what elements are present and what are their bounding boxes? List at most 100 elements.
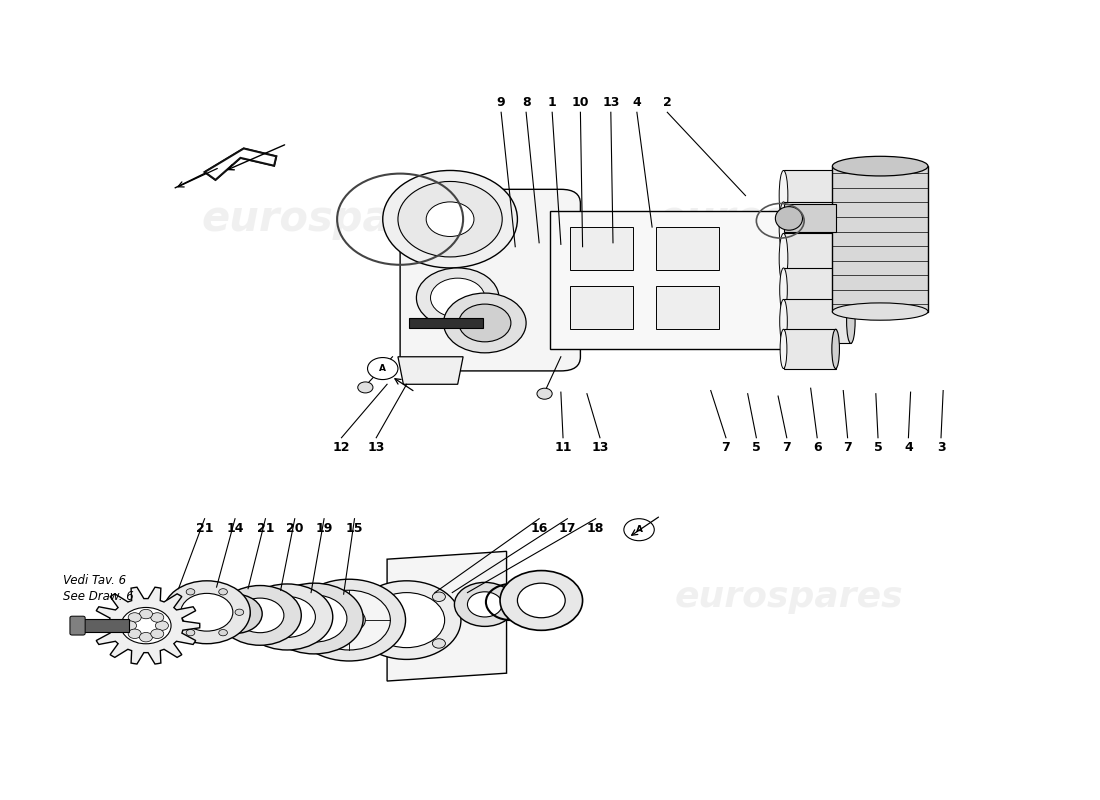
Bar: [783, 170, 840, 221]
Circle shape: [624, 518, 654, 541]
Circle shape: [383, 170, 517, 268]
Ellipse shape: [776, 206, 803, 230]
Text: 5: 5: [752, 441, 761, 454]
Circle shape: [219, 630, 228, 636]
Text: 7: 7: [722, 441, 730, 454]
Circle shape: [443, 293, 526, 353]
Circle shape: [129, 613, 141, 622]
Polygon shape: [205, 149, 276, 180]
Text: 13: 13: [367, 441, 385, 454]
Bar: [783, 234, 857, 284]
Circle shape: [265, 583, 363, 654]
FancyBboxPatch shape: [70, 616, 85, 635]
Circle shape: [258, 597, 316, 638]
Polygon shape: [387, 551, 507, 681]
Circle shape: [220, 603, 250, 625]
Circle shape: [368, 593, 444, 648]
Bar: [783, 202, 849, 252]
Bar: [216, 606, 235, 622]
Circle shape: [180, 594, 233, 631]
Text: eurospares: eurospares: [219, 579, 447, 614]
Circle shape: [459, 304, 510, 342]
Text: 15: 15: [345, 522, 363, 535]
Circle shape: [333, 608, 365, 632]
Bar: [80, 619, 129, 632]
Circle shape: [140, 610, 153, 618]
Text: 17: 17: [559, 522, 576, 535]
Circle shape: [282, 595, 346, 642]
Circle shape: [426, 202, 474, 237]
Text: 6: 6: [813, 441, 822, 454]
Text: 13: 13: [602, 96, 619, 109]
Bar: [783, 268, 844, 312]
Text: 21: 21: [256, 522, 274, 535]
Polygon shape: [398, 357, 463, 384]
Ellipse shape: [832, 330, 839, 369]
Bar: [570, 227, 632, 270]
Ellipse shape: [839, 268, 847, 312]
Circle shape: [367, 358, 398, 379]
Text: 7: 7: [844, 441, 852, 454]
Circle shape: [398, 182, 503, 257]
Polygon shape: [92, 587, 200, 664]
Circle shape: [219, 586, 301, 646]
Circle shape: [242, 584, 333, 650]
Circle shape: [236, 598, 284, 633]
Text: Vedi Tav. 6: Vedi Tav. 6: [64, 574, 126, 587]
Circle shape: [308, 590, 390, 650]
Circle shape: [163, 581, 250, 644]
Circle shape: [151, 629, 164, 638]
Text: A: A: [379, 364, 386, 373]
Circle shape: [430, 278, 485, 318]
Circle shape: [123, 621, 136, 630]
Circle shape: [367, 638, 381, 648]
Text: 2: 2: [663, 96, 672, 109]
Circle shape: [235, 609, 244, 615]
Bar: [783, 204, 836, 232]
Circle shape: [121, 607, 172, 644]
Ellipse shape: [779, 234, 788, 284]
Text: 9: 9: [497, 96, 505, 109]
Circle shape: [140, 633, 153, 642]
Bar: [657, 286, 719, 330]
Text: 16: 16: [530, 522, 548, 535]
Circle shape: [186, 589, 195, 595]
Bar: [833, 166, 928, 311]
Bar: [657, 227, 719, 270]
Text: A: A: [636, 526, 642, 534]
Circle shape: [417, 268, 499, 328]
Bar: [550, 211, 783, 349]
Circle shape: [367, 592, 381, 602]
Ellipse shape: [833, 156, 928, 176]
Circle shape: [186, 630, 195, 636]
Text: 1: 1: [548, 96, 557, 109]
Circle shape: [293, 579, 406, 661]
Text: 7: 7: [782, 441, 791, 454]
Circle shape: [468, 592, 503, 617]
Text: 4: 4: [632, 96, 641, 109]
Ellipse shape: [780, 268, 788, 312]
Text: 19: 19: [316, 522, 333, 535]
Ellipse shape: [852, 234, 862, 284]
Circle shape: [155, 621, 168, 630]
Text: 11: 11: [554, 441, 572, 454]
Ellipse shape: [780, 299, 788, 343]
Text: 10: 10: [572, 96, 590, 109]
Text: 13: 13: [592, 441, 608, 454]
Ellipse shape: [844, 202, 854, 252]
Ellipse shape: [779, 202, 788, 252]
Circle shape: [432, 592, 446, 602]
Text: 8: 8: [521, 96, 530, 109]
Ellipse shape: [779, 170, 788, 221]
Bar: [409, 318, 483, 328]
Text: eurospares: eurospares: [674, 579, 903, 614]
Circle shape: [358, 382, 373, 393]
Text: 14: 14: [227, 522, 244, 535]
Circle shape: [537, 388, 552, 399]
Ellipse shape: [780, 330, 786, 369]
Circle shape: [500, 570, 583, 630]
Text: See Draw. 6: See Draw. 6: [64, 590, 134, 603]
Ellipse shape: [847, 299, 855, 343]
Bar: [783, 299, 851, 343]
Circle shape: [517, 583, 565, 618]
